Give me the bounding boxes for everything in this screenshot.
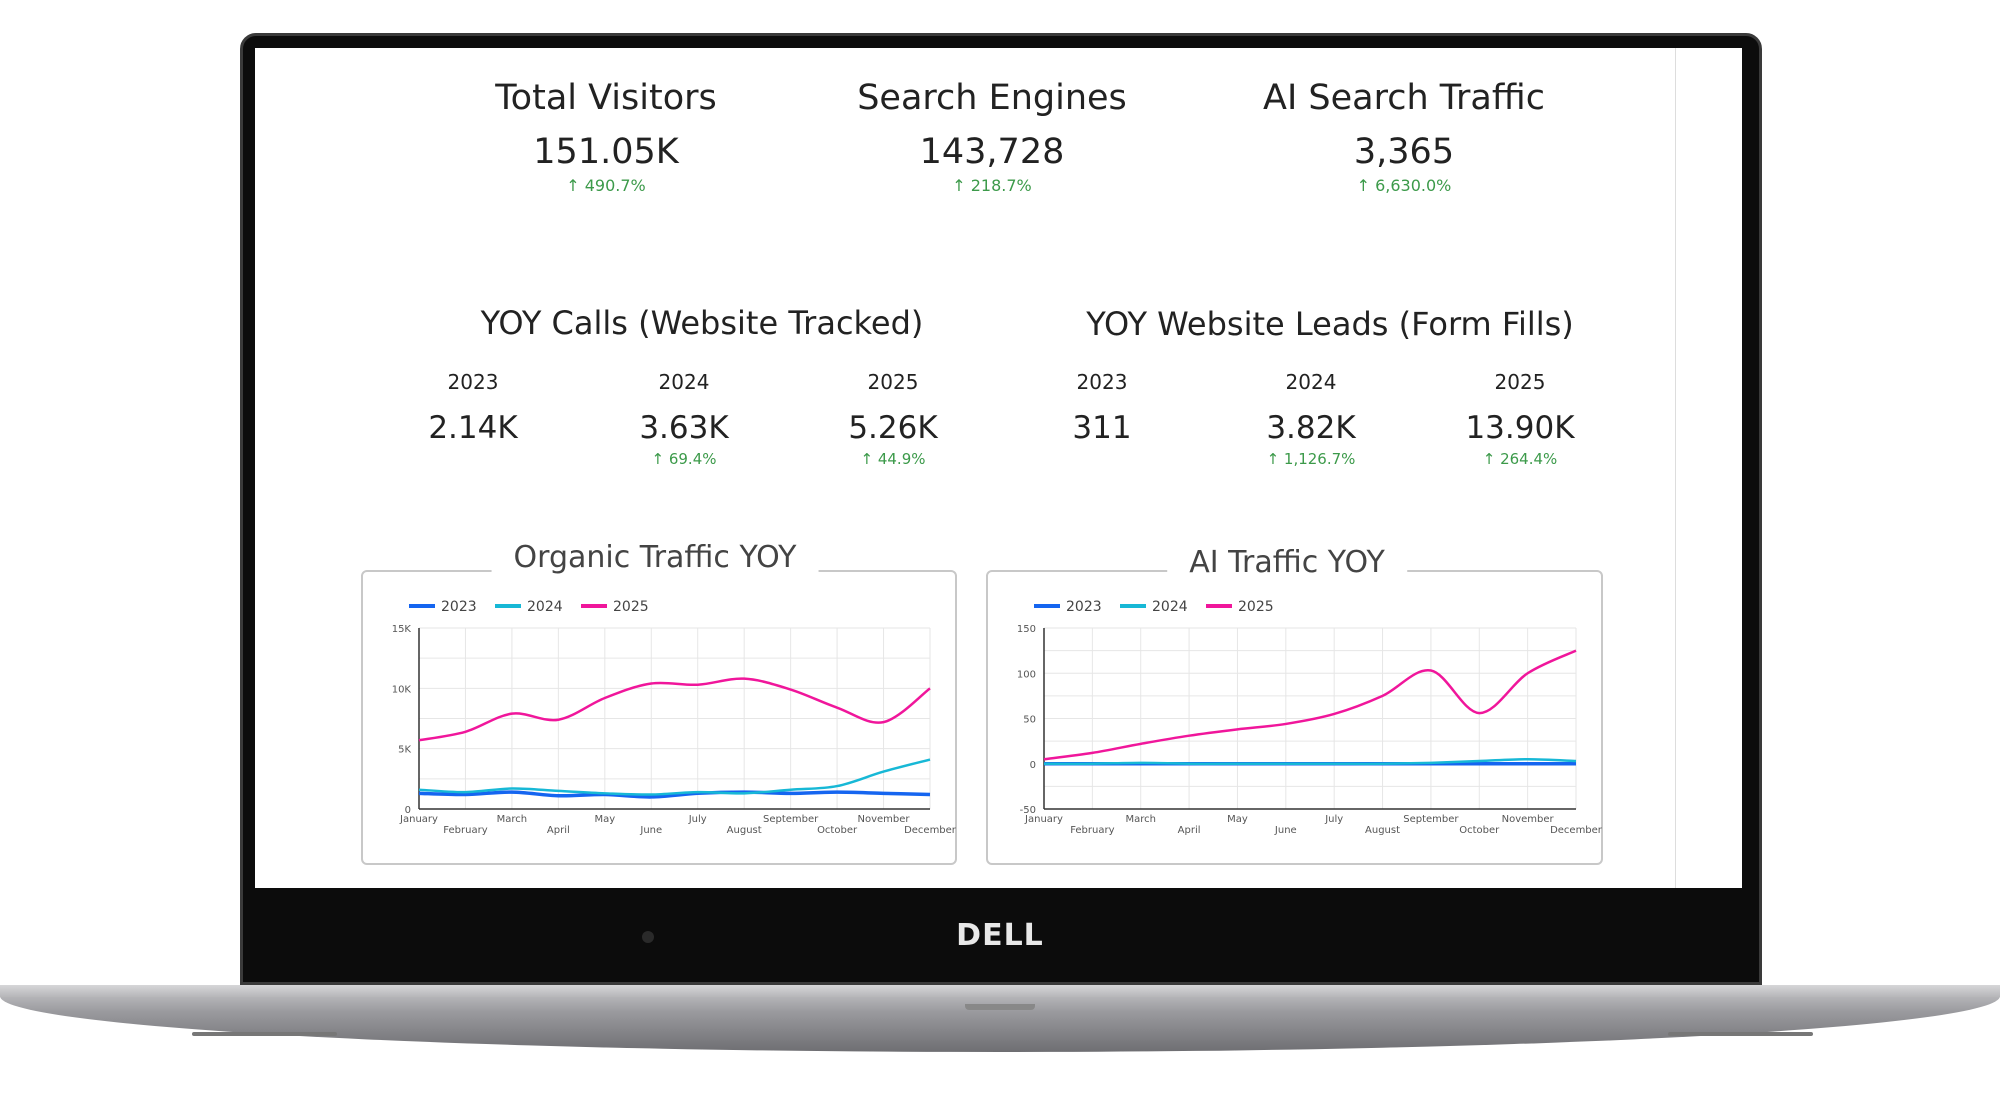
- y-tick-label: 5K: [398, 745, 411, 756]
- x-tick-label: July: [1324, 814, 1343, 825]
- x-tick-label: February: [443, 825, 487, 836]
- x-tick-label: May: [594, 814, 615, 825]
- leads-title: YOY Website Leads (Form Fills): [1086, 305, 1574, 343]
- calls-year-value: 2.14K: [428, 410, 518, 446]
- leads-year-value: 311: [1072, 410, 1132, 446]
- organic-traffic-chart-card: 2023 2024 2025 0 5K 10K 15K January February Marc…: [361, 570, 957, 865]
- x-tick-label: May: [1227, 814, 1248, 825]
- kpi-delta: ↑ 6,630.0%: [1356, 176, 1452, 195]
- y-tick-label: 50: [1023, 715, 1036, 726]
- y-tick-label: 100: [1017, 669, 1036, 680]
- legend-label-2025: 2025: [613, 599, 649, 615]
- leads-year-label: 2024: [1285, 370, 1337, 394]
- arrow-up-icon: ↑: [1356, 176, 1376, 195]
- x-tick-label: September: [1403, 814, 1459, 825]
- kpi-value: 3,365: [1353, 132, 1455, 172]
- arrow-up-icon: ↑: [860, 450, 878, 468]
- legend-label-2025: 2025: [1238, 599, 1274, 615]
- kpi-title: AI Search Traffic: [1263, 78, 1545, 118]
- calls-year-value: 3.63K: [639, 410, 729, 446]
- x-tick-label: June: [639, 825, 662, 836]
- arrow-up-icon: ↑: [1266, 450, 1284, 468]
- calls-year-value: 5.26K: [848, 410, 938, 446]
- kpi-delta: ↑ 490.7%: [566, 176, 646, 195]
- speaker-vent: [192, 1032, 337, 1036]
- y-tick-label: 150: [1017, 624, 1036, 635]
- legend-label-2024: 2024: [1152, 599, 1188, 615]
- legend-label-2023: 2023: [441, 599, 477, 615]
- y-tick-label: 0: [1030, 760, 1036, 771]
- webcam: [642, 931, 654, 943]
- arrow-up-icon: ↑: [952, 176, 971, 195]
- y-tick-label: 10K: [392, 684, 412, 695]
- series-line-2023: [418, 790, 931, 799]
- x-tick-label: April: [1178, 825, 1201, 836]
- series-line-2024: [418, 758, 931, 796]
- x-tick-label: November: [858, 814, 911, 825]
- calls-year-delta: ↑ 44.9%: [860, 450, 926, 468]
- ai-traffic-chart: 2023 2024 2025 -50 0 50 100 150 January February M…: [1017, 599, 1603, 836]
- divider: [1675, 48, 1676, 888]
- arrow-up-icon: ↑: [566, 176, 585, 195]
- x-tick-label: July: [688, 814, 707, 825]
- series-line-2025: [418, 677, 931, 742]
- dashboard-screen: Total Visitors 151.05K ↑ 490.7% Search E…: [255, 48, 1742, 888]
- calls-year-label: 2025: [867, 370, 919, 394]
- x-tick-label: January: [399, 814, 438, 825]
- y-tick-label: 15K: [392, 624, 412, 635]
- arrow-up-icon: ↑: [1482, 450, 1501, 468]
- leads-year-label: 2023: [1076, 370, 1128, 394]
- kpi-title: Search Engines: [857, 78, 1127, 118]
- lid-notch: [965, 1004, 1035, 1010]
- leads-year-label: 2025: [1494, 370, 1546, 394]
- series-line-2024: [1043, 757, 1577, 766]
- leads-year-delta: ↑ 1,126.7%: [1266, 450, 1356, 468]
- kpi-title: Total Visitors: [495, 78, 717, 118]
- ai-traffic-chart-title: AI Traffic YOY: [1167, 545, 1407, 580]
- series-line-2025: [1043, 649, 1577, 761]
- calls-year-label: 2024: [658, 370, 710, 394]
- x-tick-label: June: [1274, 825, 1297, 836]
- x-tick-label: January: [1024, 814, 1063, 825]
- calls-title: YOY Calls (Website Tracked): [480, 304, 924, 342]
- kpi-ai-search-traffic: AI Search Traffic 3,365 ↑ 6,630.0%: [1224, 78, 1584, 195]
- x-tick-label: November: [1502, 814, 1555, 825]
- organic-traffic-chart-title: Organic Traffic YOY: [491, 540, 819, 575]
- kpi-value: 151.05K: [533, 132, 679, 172]
- speaker-vent: [1668, 1032, 1813, 1036]
- organic-traffic-chart: 2023 2024 2025 0 5K 10K 15K January February Marc…: [392, 599, 957, 836]
- legend-label-2024: 2024: [527, 599, 563, 615]
- kpi-delta: ↑ 218.7%: [952, 176, 1032, 195]
- x-tick-label: December: [1550, 825, 1603, 836]
- x-tick-label: October: [1459, 825, 1500, 836]
- x-tick-label: October: [817, 825, 858, 836]
- x-tick-label: August: [1365, 825, 1400, 836]
- ai-traffic-chart-card: 2023 2024 2025 -50 0 50 100 150 January February M…: [986, 570, 1603, 865]
- leads-year-value: 3.82K: [1266, 410, 1356, 446]
- leads-year-value: 13.90K: [1465, 410, 1575, 446]
- x-tick-label: February: [1070, 825, 1114, 836]
- y-tick-label: -50: [1020, 805, 1036, 816]
- laptop-base-edge: [0, 985, 2000, 997]
- x-tick-label: December: [904, 825, 957, 836]
- legend-label-2023: 2023: [1066, 599, 1102, 615]
- kpi-value: 143,728: [919, 132, 1065, 172]
- calls-year-delta: ↑ 69.4%: [651, 450, 717, 468]
- kpi-search-engines: Search Engines 143,728 ↑ 218.7%: [812, 78, 1172, 195]
- leads-year-delta: ↑ 264.4%: [1482, 450, 1558, 468]
- y-tick-label: 0: [405, 805, 411, 816]
- kpi-total-visitors: Total Visitors 151.05K ↑ 490.7%: [426, 78, 786, 195]
- arrow-up-icon: ↑: [651, 450, 669, 468]
- x-tick-label: September: [763, 814, 819, 825]
- x-tick-label: August: [727, 825, 762, 836]
- dell-logo: DELL: [956, 918, 1044, 953]
- x-tick-label: March: [1125, 814, 1155, 825]
- x-tick-label: April: [547, 825, 570, 836]
- x-tick-label: March: [497, 814, 527, 825]
- calls-year-label: 2023: [447, 370, 499, 394]
